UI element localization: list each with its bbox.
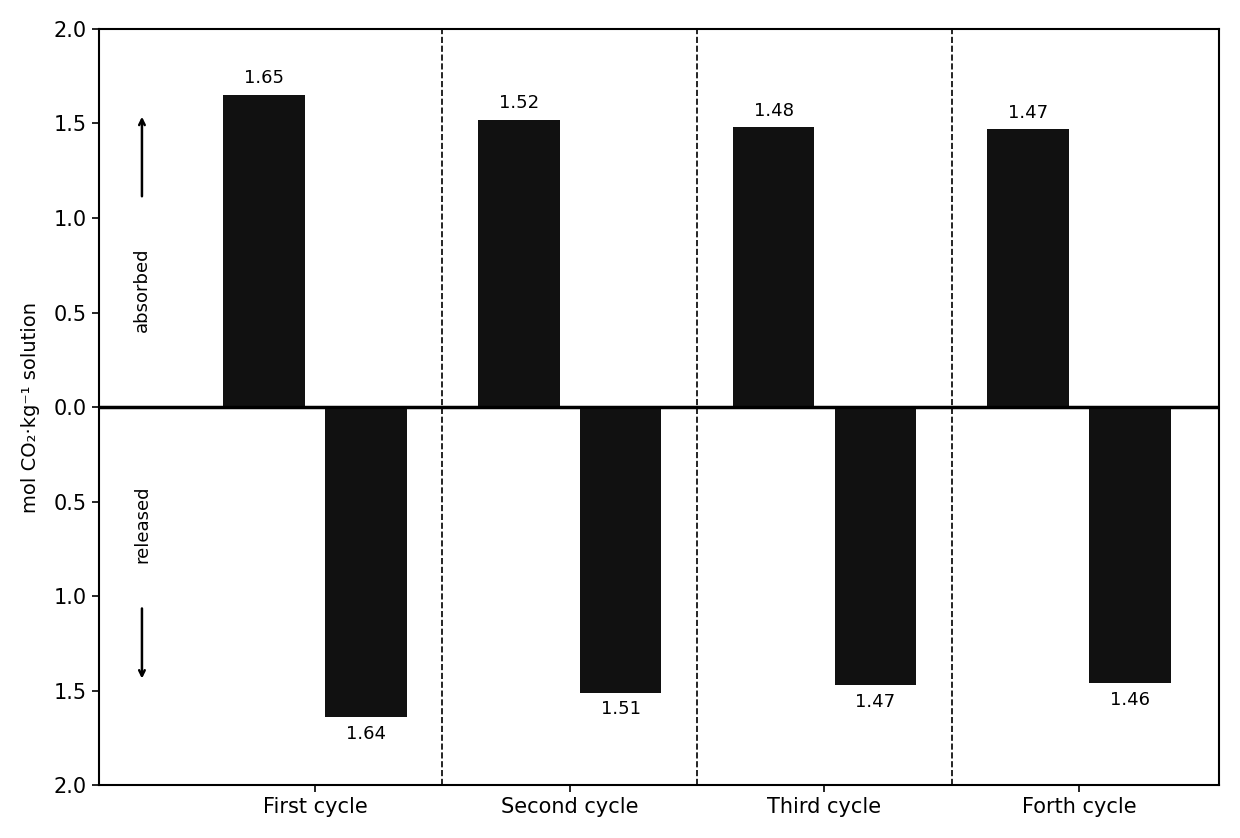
Text: absorbed: absorbed [133, 247, 151, 332]
Text: 1.52: 1.52 [498, 94, 539, 112]
Text: 1.51: 1.51 [600, 701, 641, 718]
Bar [987, 129, 1069, 407]
Bar [733, 127, 815, 407]
Bar [223, 95, 305, 407]
Text: 1.64: 1.64 [346, 725, 386, 742]
Text: 1.46: 1.46 [1110, 691, 1149, 709]
Text: released: released [133, 485, 151, 563]
Bar [479, 120, 559, 407]
Bar [325, 407, 407, 717]
Y-axis label: mol CO₂·kg⁻¹ solution: mol CO₂·kg⁻¹ solution [21, 302, 40, 513]
Bar [1089, 407, 1171, 683]
Bar [580, 407, 661, 693]
Text: 1.65: 1.65 [244, 70, 284, 87]
Text: 1.47: 1.47 [856, 693, 895, 711]
Text: 1.47: 1.47 [1008, 104, 1048, 122]
Text: 1.48: 1.48 [754, 101, 794, 120]
Bar [835, 407, 916, 685]
